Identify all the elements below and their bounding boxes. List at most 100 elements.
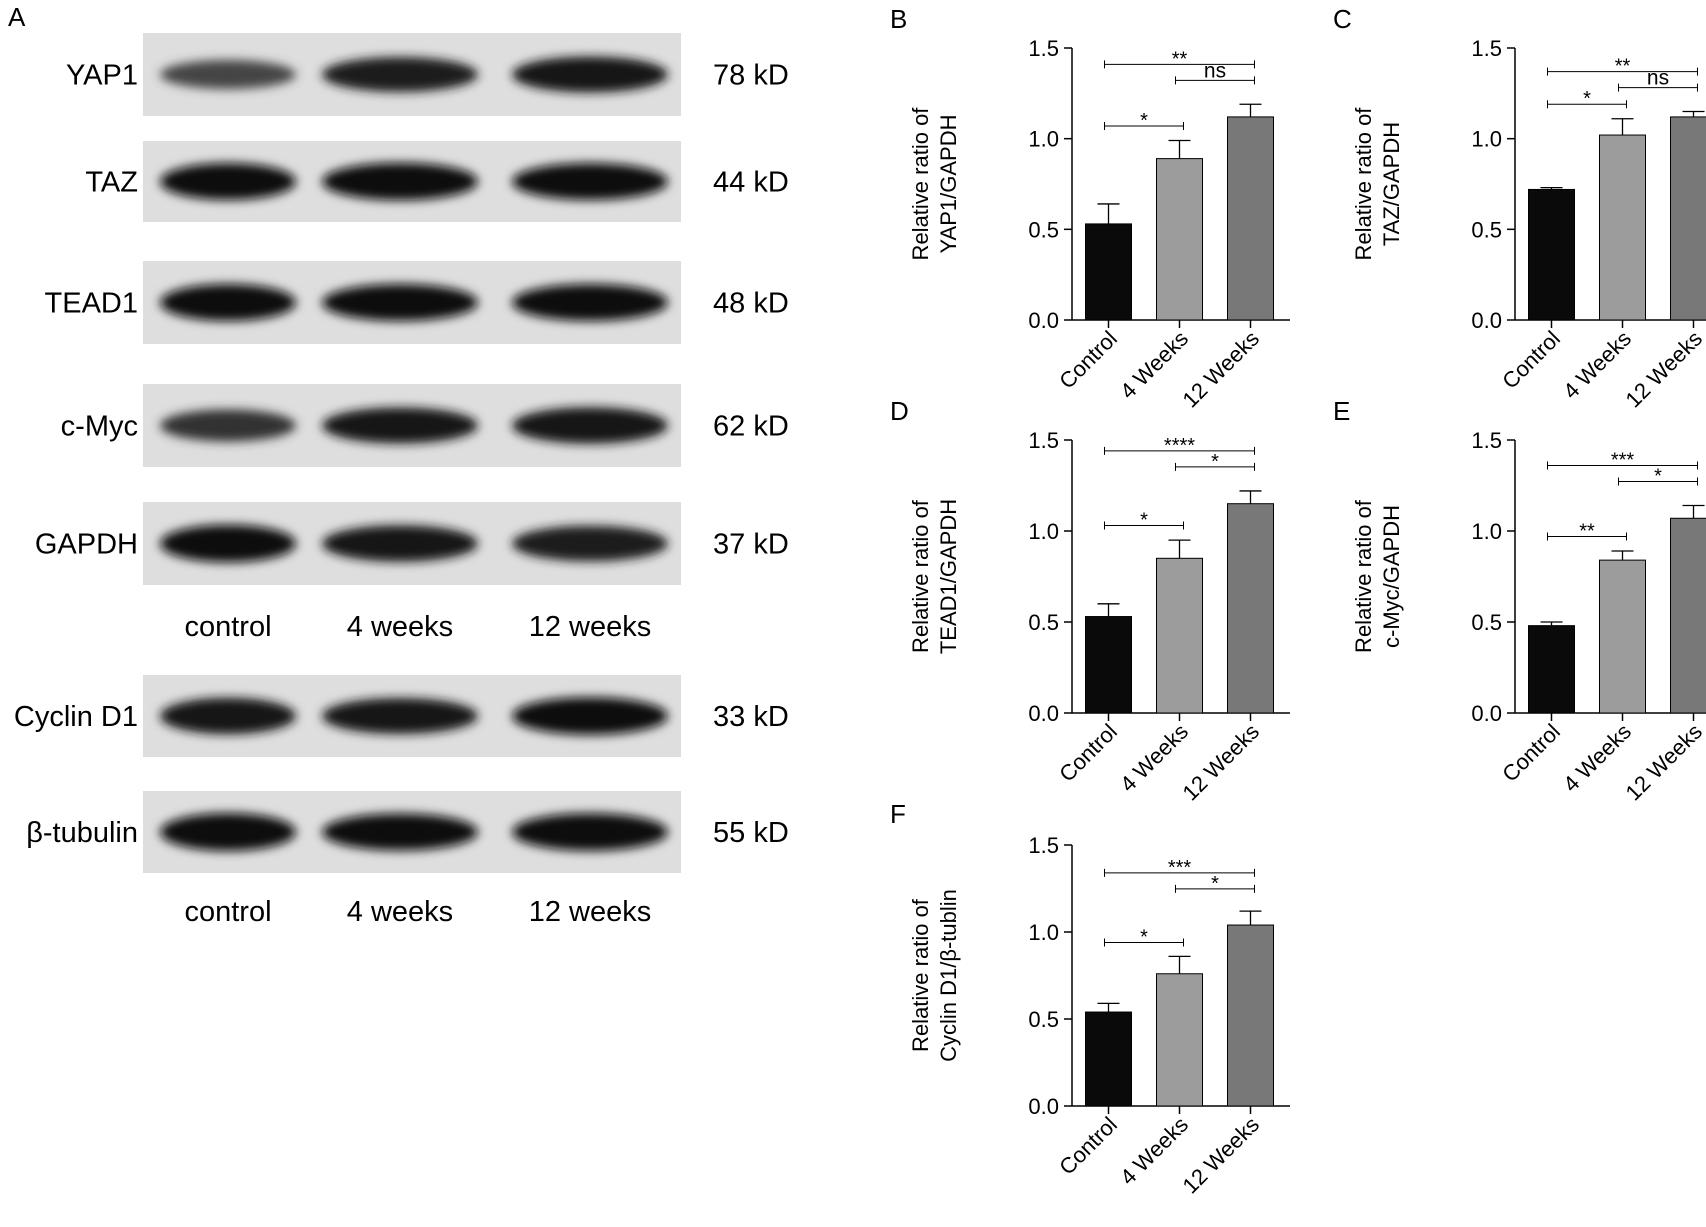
x-tick-label: Control xyxy=(1054,1112,1122,1180)
y-axis-label: Relative ratio of TEAD1/GAPDH xyxy=(908,499,961,654)
x-tick-label: Control xyxy=(1054,719,1122,787)
chart-d: D 0.0 0.5 1.0 1.5 Relative ratio of TEAD1/GAPD… xyxy=(890,396,1290,805)
blot-band xyxy=(512,813,668,851)
lane-label: 4 weeks xyxy=(347,611,453,643)
blot-band xyxy=(160,813,296,851)
y-tick-label: 0.0 xyxy=(1471,308,1502,333)
molecular-weight: 62 kD xyxy=(713,411,789,443)
chart-f: F 0.0 0.5 1.0 1.5 Relative ratio of Cyclin D1/… xyxy=(890,799,1290,1198)
y-tick-label: 0.0 xyxy=(1028,308,1059,333)
protein-label: TEAD1 xyxy=(45,288,138,320)
y-tick-label: 1.5 xyxy=(1028,428,1059,453)
x-tick-label: Control xyxy=(1497,326,1565,394)
chart-b: B 0.0 0.5 1.0 1.5 Relative ratio of YAP1/GAPDH… xyxy=(890,4,1290,412)
bar xyxy=(1599,559,1646,714)
y-tick-label: 1.5 xyxy=(1028,36,1059,61)
lane-label: 12 weeks xyxy=(529,611,652,643)
panel-a-letter: A xyxy=(8,2,26,32)
y-tick-label: 1.0 xyxy=(1028,127,1059,152)
y-axis-label: Relative ratio of YAP1/GAPDH xyxy=(908,107,961,261)
protein-label: Cyclin D1 xyxy=(14,701,138,733)
blot-band xyxy=(160,60,296,89)
chart-e: E 0.0 0.5 1.0 1.5 Relative ratio of c-Myc/GAPD… xyxy=(1333,396,1706,805)
lane-label: control xyxy=(184,896,271,928)
bar xyxy=(1670,517,1706,714)
y-tick-label: 0.5 xyxy=(1028,1007,1059,1032)
blot-band xyxy=(512,284,668,321)
molecular-weight: 78 kD xyxy=(713,60,789,92)
panel-letter: E xyxy=(1333,396,1350,426)
molecular-weight: 48 kD xyxy=(713,288,789,320)
bar xyxy=(1227,116,1274,321)
x-tick-label: 12 Weeks xyxy=(1177,326,1264,413)
blot-cyclin-d1: Cyclin D1 33 kD xyxy=(14,675,789,757)
significance-label: * xyxy=(1211,873,1219,895)
y-tick-label: 0.0 xyxy=(1028,1094,1059,1119)
blot-band xyxy=(512,163,668,200)
molecular-weight: 37 kD xyxy=(713,529,789,561)
molecular-weight: 44 kD xyxy=(713,167,789,199)
y-tick-label: 0.5 xyxy=(1028,217,1059,242)
significance-label: * xyxy=(1140,110,1148,132)
blot-band xyxy=(160,409,296,442)
blot-gapdh: GAPDH 37 kD xyxy=(35,502,789,585)
y-axis-label-line: Relative ratio of xyxy=(908,107,933,261)
significance-label: * xyxy=(1583,88,1591,110)
y-tick-label: 0.5 xyxy=(1471,217,1502,242)
blot-taz: TAZ 44 kD xyxy=(85,141,789,222)
significance-label: *** xyxy=(1611,449,1635,471)
protein-label: β-tubulin xyxy=(26,817,138,849)
significance-label: *** xyxy=(1168,857,1192,879)
significance-label: * xyxy=(1140,926,1148,948)
x-tick-label: Control xyxy=(1497,719,1565,787)
significance-label: **** xyxy=(1164,435,1195,457)
bar xyxy=(1156,158,1203,321)
y-axis-label-line: Relative ratio of xyxy=(908,898,933,1052)
bar xyxy=(1156,557,1203,714)
protein-label: GAPDH xyxy=(35,529,138,561)
panel-letter: B xyxy=(890,4,907,34)
x-tick-label: 12 Weeks xyxy=(1620,719,1706,806)
y-tick-label: 0.0 xyxy=(1471,701,1502,726)
bar xyxy=(1085,223,1132,321)
lane-label: 4 weeks xyxy=(347,896,453,928)
bar xyxy=(1528,188,1575,321)
bar xyxy=(1227,924,1274,1107)
blot-band xyxy=(160,284,296,321)
bar xyxy=(1085,1011,1132,1107)
significance-label: ** xyxy=(1615,56,1631,78)
bar xyxy=(1528,625,1575,714)
y-tick-label: 1.0 xyxy=(1028,920,1059,945)
y-tick-label: 1.0 xyxy=(1471,127,1502,152)
western-blot-panel: A YAP1 78 kD TAZ 44 kD TEAD1 48 kD c-Myc 62 kD G… xyxy=(8,2,789,928)
blot-yap1: YAP1 78 kD xyxy=(66,33,789,116)
blot-band xyxy=(322,57,478,92)
significance-label: ns xyxy=(1204,59,1226,82)
blot-band xyxy=(322,525,478,562)
x-tick-label: Control xyxy=(1054,326,1122,394)
y-tick-label: 1.0 xyxy=(1028,519,1059,544)
bar xyxy=(1670,116,1706,321)
blot-band xyxy=(512,697,668,735)
blot-band xyxy=(322,284,478,321)
blot-band xyxy=(322,698,478,734)
y-tick-label: 1.0 xyxy=(1471,519,1502,544)
y-axis-label-line: TEAD1/GAPDH xyxy=(936,499,961,654)
protein-label: YAP1 xyxy=(66,60,138,92)
y-tick-label: 0.5 xyxy=(1471,610,1502,635)
panel-letter: C xyxy=(1333,4,1352,34)
x-tick-label: 12 Weeks xyxy=(1620,326,1706,413)
blot-band xyxy=(322,407,478,444)
y-tick-label: 0.0 xyxy=(1028,701,1059,726)
molecular-weight: 33 kD xyxy=(713,701,789,733)
y-axis-label-line: Cyclin D1/β-tublin xyxy=(936,889,961,1062)
y-tick-label: 0.5 xyxy=(1028,610,1059,635)
blot-band xyxy=(322,162,478,201)
bar xyxy=(1085,616,1132,714)
y-axis-label-line: Relative ratio of xyxy=(1351,499,1376,653)
significance-label: * xyxy=(1211,451,1219,473)
blot-band xyxy=(160,524,296,563)
blot-tead1: TEAD1 48 kD xyxy=(45,261,789,344)
bar xyxy=(1227,503,1274,714)
